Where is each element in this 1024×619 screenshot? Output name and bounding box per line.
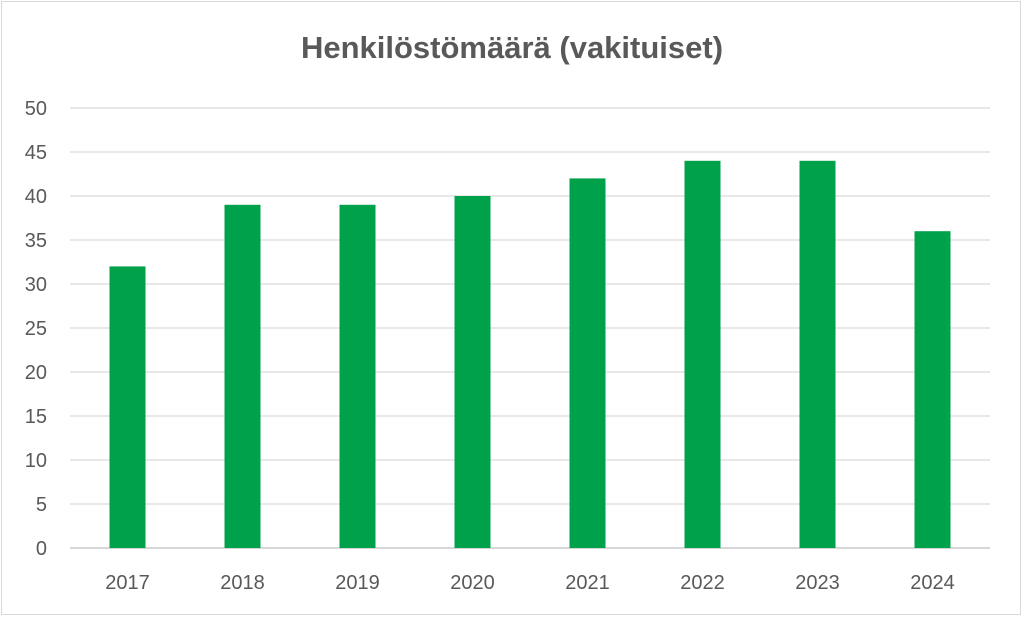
y-tick-label: 30: [25, 274, 47, 296]
y-axis-ticks: 0 5 10 15 20 25 30 35 40 45 50: [25, 98, 47, 560]
x-tick-label: 2022: [680, 572, 725, 594]
bar-2019: [339, 204, 376, 549]
y-tick-label: 0: [36, 538, 47, 560]
gridlines: [70, 107, 990, 549]
bar-2017: [109, 266, 146, 548]
x-tick-label: 2020: [450, 572, 495, 594]
y-tick-label: 20: [25, 362, 47, 384]
chart-title: Henkilöstömäärä (vakituiset): [300, 30, 724, 65]
bar-2018: [224, 204, 261, 549]
y-tick-label: 40: [25, 186, 47, 208]
bar-2024: [914, 231, 951, 548]
bar-2023: [799, 160, 836, 549]
x-tick-label: 2019: [335, 572, 380, 594]
y-tick-label: 15: [25, 406, 47, 428]
y-tick-label: 50: [25, 98, 47, 120]
y-tick-label: 10: [25, 450, 47, 472]
x-axis-ticks: 2017 2018 2019 2020 2021 2022 2023 2024: [105, 572, 955, 594]
bar-2021: [569, 178, 606, 548]
y-tick-label: 45: [25, 142, 47, 164]
x-tick-label: 2021: [565, 572, 610, 594]
y-tick-label: 5: [36, 494, 47, 516]
x-tick-label: 2023: [795, 572, 840, 594]
y-tick-label: 25: [25, 318, 47, 340]
y-tick-label: 35: [25, 230, 47, 252]
x-tick-label: 2017: [105, 572, 150, 594]
x-tick-label: 2018: [220, 572, 265, 594]
bar-2020: [454, 196, 491, 548]
x-tick-label: 2024: [910, 572, 955, 594]
bar-2022: [684, 160, 721, 549]
bars: [109, 160, 951, 549]
